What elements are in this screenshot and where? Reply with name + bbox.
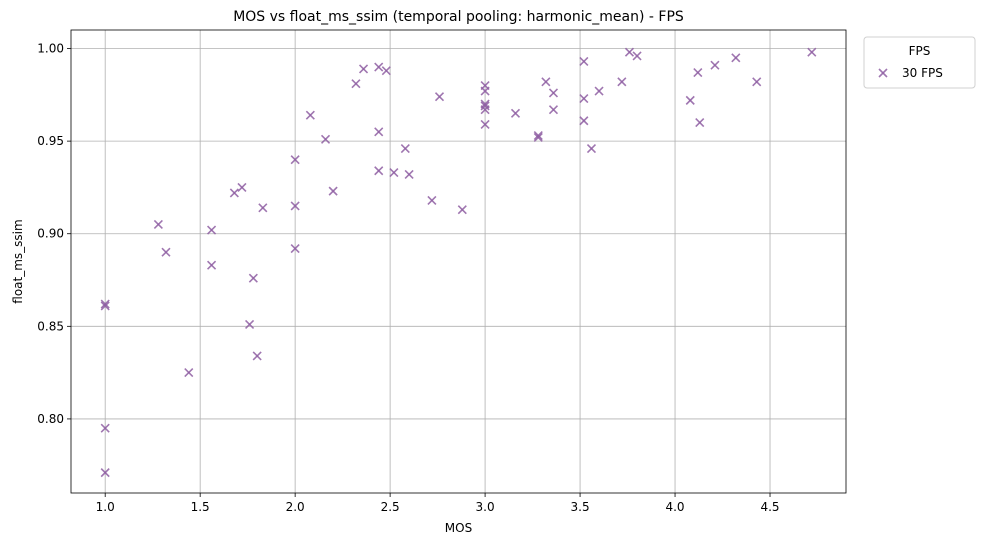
legend-box — [863, 36, 976, 89]
data-point — [457, 205, 467, 215]
data-point — [533, 130, 543, 141]
data-point — [290, 155, 300, 165]
x-tick-label: 2.0 — [286, 500, 305, 514]
data-point — [374, 166, 384, 176]
x-tick-label: 4.0 — [665, 500, 684, 514]
data-point — [685, 95, 695, 105]
data-point — [594, 86, 604, 96]
data-point — [731, 53, 741, 63]
data-point — [624, 47, 635, 57]
data-point — [351, 79, 361, 89]
data-point — [237, 182, 247, 192]
y-tick-label: 0.85 — [37, 319, 64, 333]
data-point — [320, 134, 331, 144]
data-point — [480, 101, 490, 111]
data-point — [100, 423, 110, 433]
y-tick-label: 0.80 — [37, 412, 64, 426]
data-point — [533, 132, 543, 142]
data-point — [548, 88, 559, 98]
data-point — [290, 201, 300, 211]
data-point — [206, 225, 217, 235]
data-point — [389, 168, 399, 178]
data-point — [328, 186, 338, 196]
data-point — [404, 169, 414, 180]
plot-area-frame — [70, 29, 847, 494]
x-axis-ticks: 1.0 1.5 2.0 2.5 3.0 3.5 4.0 4.5 — [96, 493, 780, 514]
data-point — [252, 351, 262, 361]
data-point — [807, 47, 817, 57]
data-point — [100, 301, 110, 311]
x-tick-label: 4.5 — [760, 500, 779, 514]
data-point — [374, 62, 384, 72]
data-point — [579, 56, 589, 67]
data-point — [206, 260, 217, 270]
data-point — [427, 195, 437, 205]
data-point — [400, 143, 410, 154]
legend-marker-30-fps — [878, 68, 888, 78]
legend-marker-icon — [878, 68, 888, 78]
x-tick-label: 3.5 — [571, 500, 590, 514]
data-point — [374, 127, 384, 137]
data-point — [184, 368, 194, 378]
data-point — [100, 299, 110, 309]
data-point — [579, 116, 589, 126]
data-point — [244, 319, 255, 330]
grid-lines — [71, 30, 846, 493]
data-point — [161, 247, 171, 257]
data-point — [632, 51, 642, 61]
y-tick-label: 0.90 — [37, 227, 64, 241]
data-point — [358, 64, 369, 74]
data-point — [305, 110, 315, 120]
x-tick-label: 2.5 — [381, 500, 400, 514]
data-point — [480, 86, 490, 96]
data-point — [229, 188, 239, 198]
data-point — [434, 92, 445, 102]
data-point — [710, 60, 720, 70]
data-point — [290, 243, 300, 254]
data-point — [695, 118, 705, 128]
x-tick-label: 1.0 — [96, 500, 115, 514]
legend-entry-30-fps: 30 FPS — [902, 66, 943, 80]
y-axis-ticks: 0.80 0.85 0.90 0.95 1.00 — [37, 42, 71, 426]
data-point — [752, 77, 762, 87]
data-point — [480, 105, 490, 115]
scatter-points — [100, 47, 817, 478]
data-point — [100, 468, 110, 478]
data-point — [541, 77, 551, 87]
data-point — [510, 108, 521, 118]
x-axis-label: MOS — [445, 521, 472, 535]
legend-title: FPS — [909, 44, 931, 58]
chart-title: MOS vs float_ms_ssim (temporal pooling: … — [233, 9, 684, 25]
data-point — [693, 68, 703, 78]
data-point — [480, 119, 490, 130]
x-tick-label: 3.0 — [476, 500, 495, 514]
y-tick-label: 0.95 — [37, 134, 64, 148]
data-point — [381, 66, 391, 76]
data-point — [153, 219, 163, 230]
data-point — [248, 273, 258, 283]
data-point — [579, 93, 589, 104]
legend: FPS 30 FPS — [863, 36, 976, 89]
data-point — [548, 105, 559, 115]
data-point — [258, 203, 268, 213]
x-tick-label: 1.5 — [191, 500, 210, 514]
y-tick-label: 1.00 — [37, 42, 64, 56]
y-axis-label: float_ms_ssim — [11, 219, 25, 303]
data-point — [617, 77, 627, 87]
data-point — [586, 143, 597, 154]
